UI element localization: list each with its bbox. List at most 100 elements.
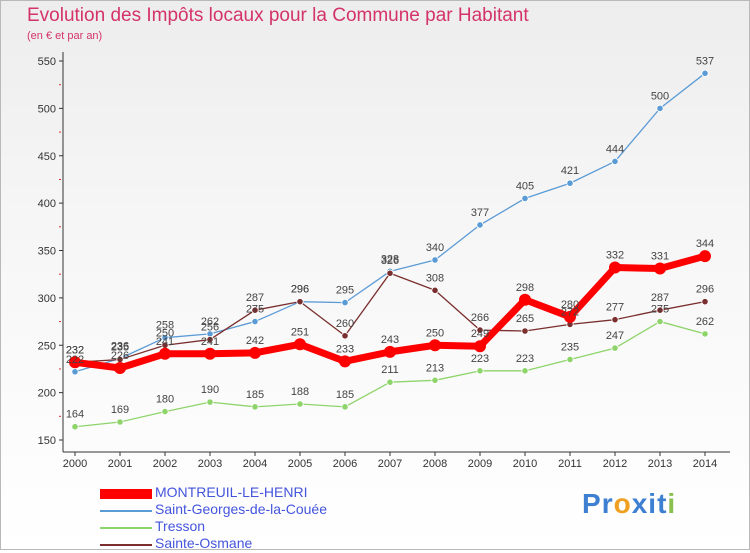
- logo-letter: t: [657, 488, 668, 519]
- y-tick-label: 400: [38, 198, 56, 210]
- data-label-saint-georges-de-la-couee: 275: [246, 304, 264, 316]
- data-label-montreuil-le-henri: 233: [336, 343, 354, 355]
- axes: 150 200 250 300 350 400 450 500 550 2000 2001 2002 2…: [38, 52, 730, 470]
- data-point-saint-georges-de-la-couee: [251, 317, 259, 326]
- data-point-saint-georges-de-la-couee: [476, 221, 484, 229]
- data-label-sainte-osmane: 265: [516, 313, 534, 325]
- data-point-tresson: [251, 403, 259, 411]
- data-point-tresson: [296, 400, 304, 408]
- data-label-saint-georges-de-la-couee: 222: [66, 354, 84, 366]
- data-point-tresson: [656, 317, 664, 326]
- data-label-sainte-osmane: 266: [471, 312, 489, 324]
- data-label-montreuil-le-henri: 242: [246, 335, 264, 347]
- data-label-tresson: 180: [156, 394, 174, 406]
- data-point-saint-georges-de-la-couee: [431, 256, 439, 264]
- data-point-sainte-osmane: [521, 327, 529, 335]
- data-label-saint-georges-de-la-couee: 421: [561, 165, 579, 177]
- data-label-tresson: 164: [66, 409, 84, 421]
- data-label-montreuil-le-henri: 332: [606, 250, 624, 262]
- legend-swatch: [100, 526, 152, 529]
- data-label-saint-georges-de-la-couee: 444: [606, 143, 624, 155]
- data-point-montreuil-le-henri: [474, 340, 486, 353]
- data-point-montreuil-le-henri: [114, 361, 126, 374]
- y-tick-label: 150: [38, 435, 56, 447]
- data-label-saint-georges-de-la-couee: 236: [111, 341, 129, 353]
- series-lines: [69, 69, 711, 431]
- data-point-saint-georges-de-la-couee: [161, 334, 169, 342]
- data-label-tresson: 275: [651, 304, 669, 316]
- x-tick-label: 2005: [288, 458, 312, 470]
- legend-swatch: [100, 488, 152, 499]
- data-point-tresson: [566, 355, 574, 364]
- data-point-sainte-osmane: [656, 306, 664, 314]
- data-label-sainte-osmane: 296: [696, 284, 714, 296]
- y-tick-label: 550: [38, 56, 56, 68]
- y-tick-label: 350: [38, 246, 56, 258]
- data-label-tresson: 185: [336, 389, 354, 401]
- data-label-saint-georges-de-la-couee: 377: [471, 207, 489, 219]
- proxiti-logo: Proxiti: [582, 488, 676, 520]
- data-label-tresson: 213: [426, 362, 444, 374]
- data-point-saint-georges-de-la-couee: [71, 368, 79, 376]
- data-label-montreuil-le-henri: 331: [651, 251, 669, 263]
- data-point-saint-georges-de-la-couee: [521, 194, 529, 202]
- data-label-montreuil-le-henri: 344: [696, 238, 714, 250]
- x-tick-label: 2009: [468, 458, 492, 470]
- data-label-tresson: 185: [246, 389, 264, 401]
- data-point-tresson: [701, 330, 709, 338]
- data-point-montreuil-le-henri: [519, 293, 531, 306]
- data-point-saint-georges-de-la-couee: [656, 104, 664, 112]
- data-point-tresson: [71, 423, 79, 431]
- data-point-tresson: [521, 367, 529, 375]
- data-label-sainte-osmane: 277: [606, 302, 624, 314]
- data-point-montreuil-le-henri: [249, 346, 261, 359]
- data-point-montreuil-le-henri: [429, 339, 441, 352]
- chart-subtitle: (en € et par an): [27, 30, 103, 42]
- legend-swatch: [100, 543, 152, 546]
- data-label-tresson: 247: [606, 330, 624, 342]
- data-label-montreuil-le-henri: 251: [291, 326, 309, 338]
- data-label-saint-georges-de-la-couee: 405: [516, 180, 534, 192]
- data-label-saint-georges-de-la-couee: 328: [381, 253, 399, 265]
- data-label-tresson: 211: [381, 364, 399, 376]
- x-tick-label: 2001: [108, 458, 132, 470]
- data-point-sainte-osmane: [431, 286, 439, 294]
- data-label-sainte-osmane: 232: [66, 344, 84, 356]
- data-point-sainte-osmane: [701, 298, 709, 306]
- y-tick-label: 300: [38, 293, 56, 305]
- data-point-montreuil-le-henri: [339, 355, 351, 368]
- x-tick-label: 2000: [63, 458, 87, 470]
- data-label-tresson: 262: [696, 316, 714, 328]
- data-label-montreuil-le-henri: 249: [471, 328, 489, 340]
- data-point-sainte-osmane: [386, 269, 394, 277]
- logo-letter: x: [631, 488, 649, 519]
- x-tick-label: 2007: [378, 458, 402, 470]
- data-point-montreuil-le-henri: [294, 338, 306, 351]
- data-point-tresson: [611, 344, 619, 352]
- x-tick-label: 2012: [603, 458, 627, 470]
- x-tick-label: 2010: [513, 458, 537, 470]
- x-tick-label: 2004: [243, 458, 267, 470]
- logo-letter: o: [613, 488, 632, 519]
- x-tick-label: 2013: [648, 458, 672, 470]
- logo-letter: i: [667, 488, 677, 519]
- data-label-tresson: 223: [471, 353, 489, 365]
- logo-letter: r: [601, 488, 614, 519]
- data-point-tresson: [341, 403, 349, 411]
- x-tick-label: 2008: [423, 458, 447, 470]
- y-tick-label: 200: [38, 388, 56, 400]
- data-point-tresson: [161, 407, 169, 416]
- data-label-sainte-osmane: 260: [336, 318, 354, 330]
- data-point-montreuil-le-henri: [609, 261, 621, 274]
- data-point-montreuil-le-henri: [699, 250, 711, 263]
- data-point-montreuil-le-henri: [384, 345, 396, 358]
- data-point-tresson: [476, 367, 484, 375]
- data-label-sainte-osmane: 250: [156, 327, 174, 339]
- data-point-sainte-osmane: [296, 298, 304, 306]
- data-point-saint-georges-de-la-couee: [611, 157, 619, 166]
- data-point-sainte-osmane: [206, 335, 214, 344]
- data-label-sainte-osmane: 296: [291, 284, 309, 296]
- data-label-montreuil-le-henri: 280: [561, 299, 579, 311]
- data-label-sainte-osmane: 235: [111, 341, 129, 353]
- data-point-saint-georges-de-la-couee: [341, 299, 349, 307]
